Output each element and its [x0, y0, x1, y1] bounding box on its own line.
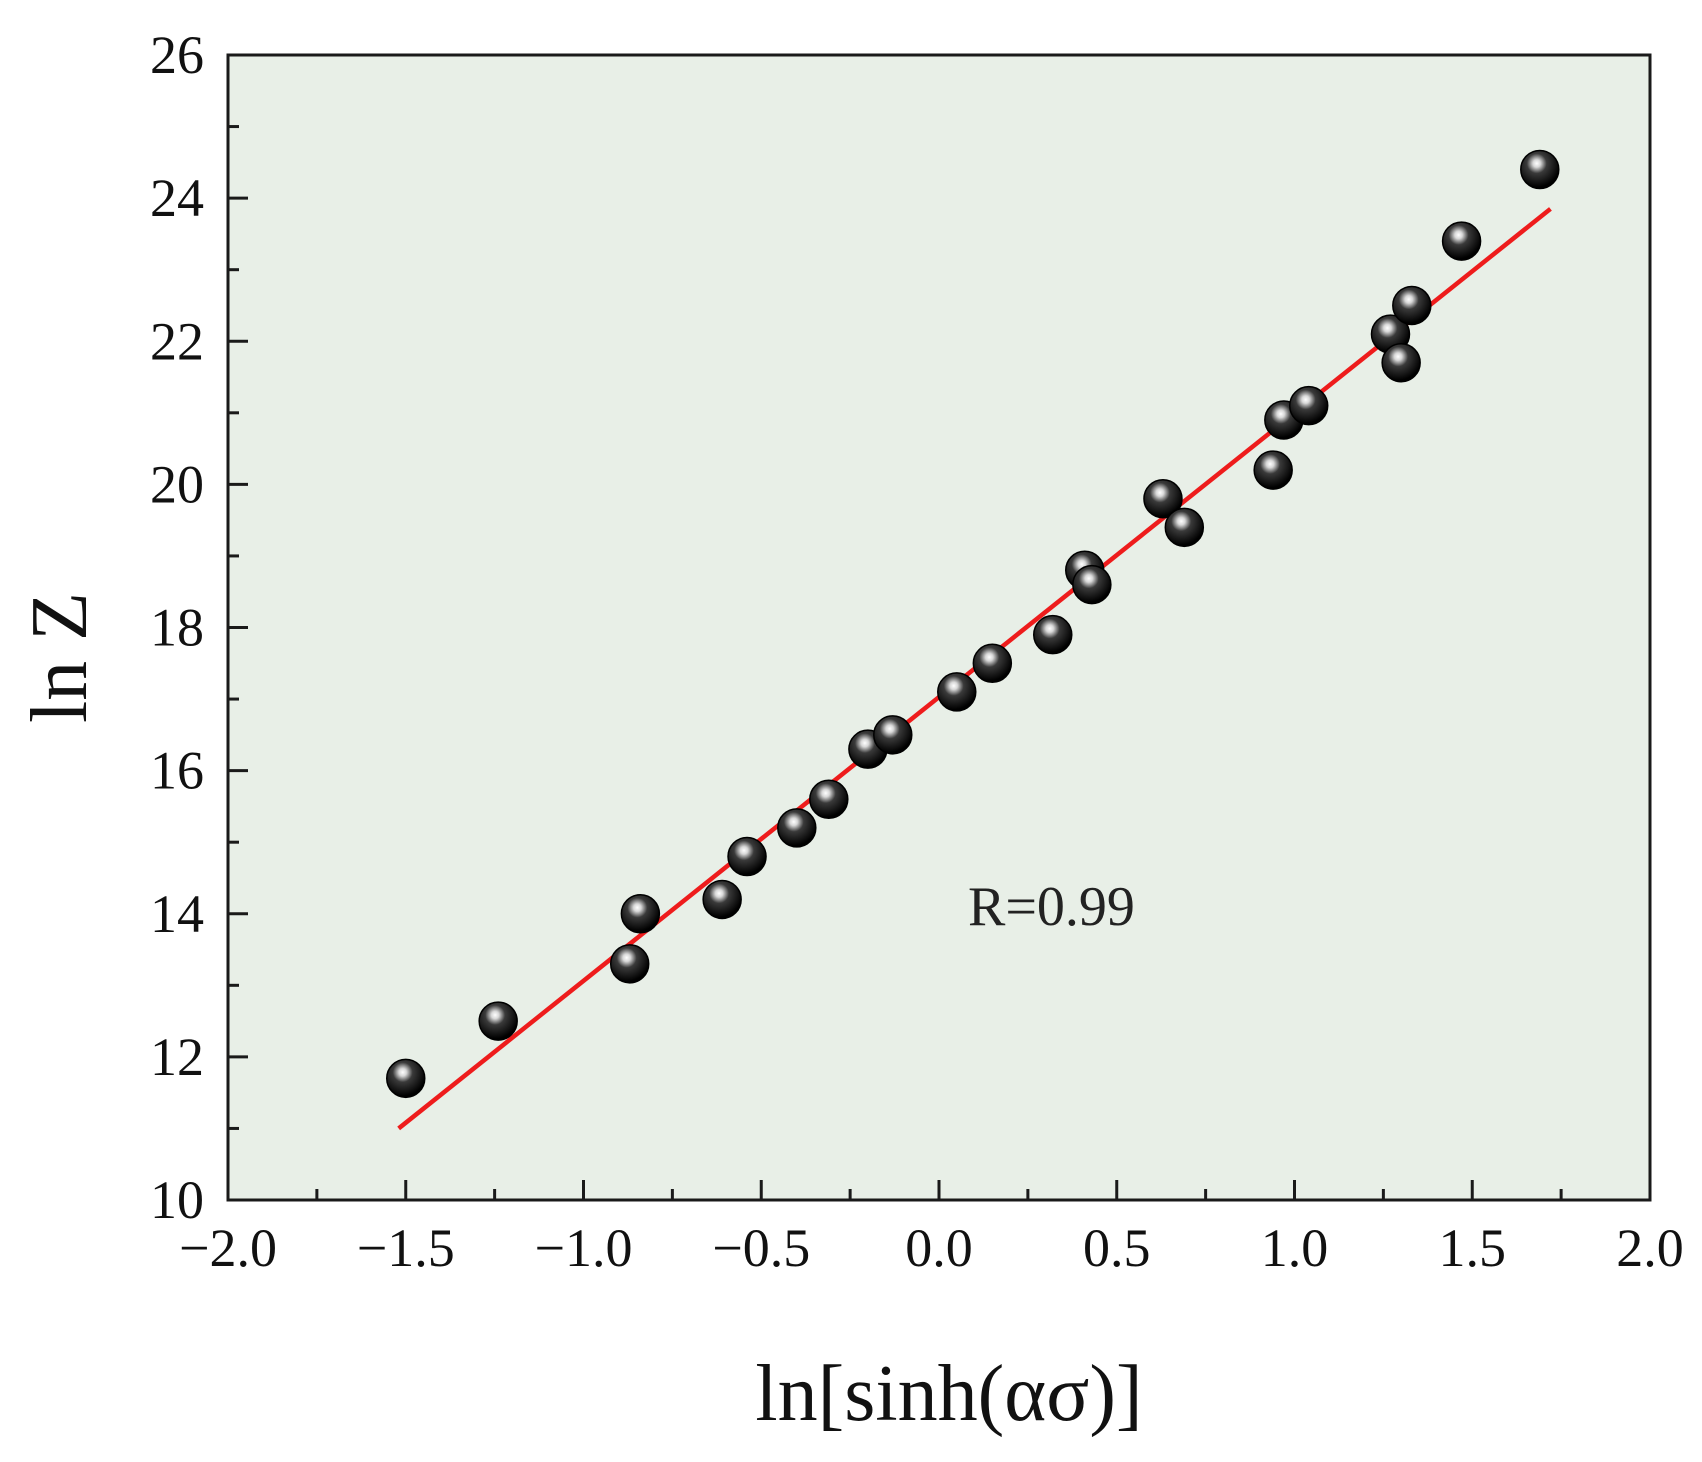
data-point: [937, 672, 977, 712]
y-tick-label: 24: [150, 168, 204, 228]
x-tick-label: 0.0: [905, 1218, 973, 1278]
x-axis-title: ln[sinh(ασ)]: [755, 1350, 1142, 1438]
data-point: [609, 944, 650, 984]
x-tick-label: 0.5: [1083, 1218, 1151, 1278]
data-point: [972, 643, 1013, 684]
data-point: [386, 1058, 426, 1099]
data-point: [1072, 564, 1112, 605]
y-tick-labels: 10 12 14 16 18 20 22 24 26: [150, 25, 204, 1230]
x-tick-label: 2.0: [1616, 1218, 1684, 1278]
data-point: [702, 879, 742, 920]
x-tick-label: −2.0: [179, 1218, 277, 1278]
plot-frame: [226, 53, 1652, 1202]
data-point: [727, 836, 767, 877]
x-tick-label: 1.5: [1439, 1218, 1507, 1278]
x-tick-label: −1.5: [357, 1218, 455, 1278]
data-points: [386, 149, 1560, 1099]
x-tick-label: 1.0: [1261, 1218, 1329, 1278]
x-tick-label: −0.5: [712, 1218, 810, 1278]
data-point: [1392, 285, 1432, 326]
data-point: [809, 779, 849, 819]
data-point: [1288, 385, 1329, 426]
data-point: [1381, 342, 1421, 383]
y-tick-label: 16: [150, 741, 204, 801]
y-tick-label: 22: [150, 311, 204, 371]
data-point: [1164, 507, 1205, 548]
data-point: [1143, 478, 1183, 519]
data-point: [1520, 149, 1560, 190]
data-point: [478, 1001, 518, 1041]
data-point: [1253, 450, 1293, 490]
r-value-annotation: R=0.99: [968, 876, 1135, 938]
plot-area: [228, 55, 1650, 1200]
data-point: [777, 808, 817, 848]
y-tick-label: 14: [150, 884, 204, 944]
x-tick-label: −1.0: [535, 1218, 633, 1278]
x-tick-labels: −2.0 −1.5 −1.0 −0.5 0.0 0.5 1.0 1.5 2.0: [179, 1218, 1684, 1278]
data-point: [873, 715, 913, 755]
y-tick-label: 20: [150, 454, 204, 514]
y-tick-label: 10: [150, 1170, 204, 1230]
y-tick-label: 26: [150, 25, 204, 85]
data-point: [1033, 614, 1073, 655]
y-tick-label: 12: [150, 1027, 204, 1087]
data-point: [1441, 221, 1482, 261]
data-point: [620, 894, 661, 934]
y-axis-title: ln Z: [16, 592, 104, 723]
y-tick-label: 18: [150, 598, 204, 658]
